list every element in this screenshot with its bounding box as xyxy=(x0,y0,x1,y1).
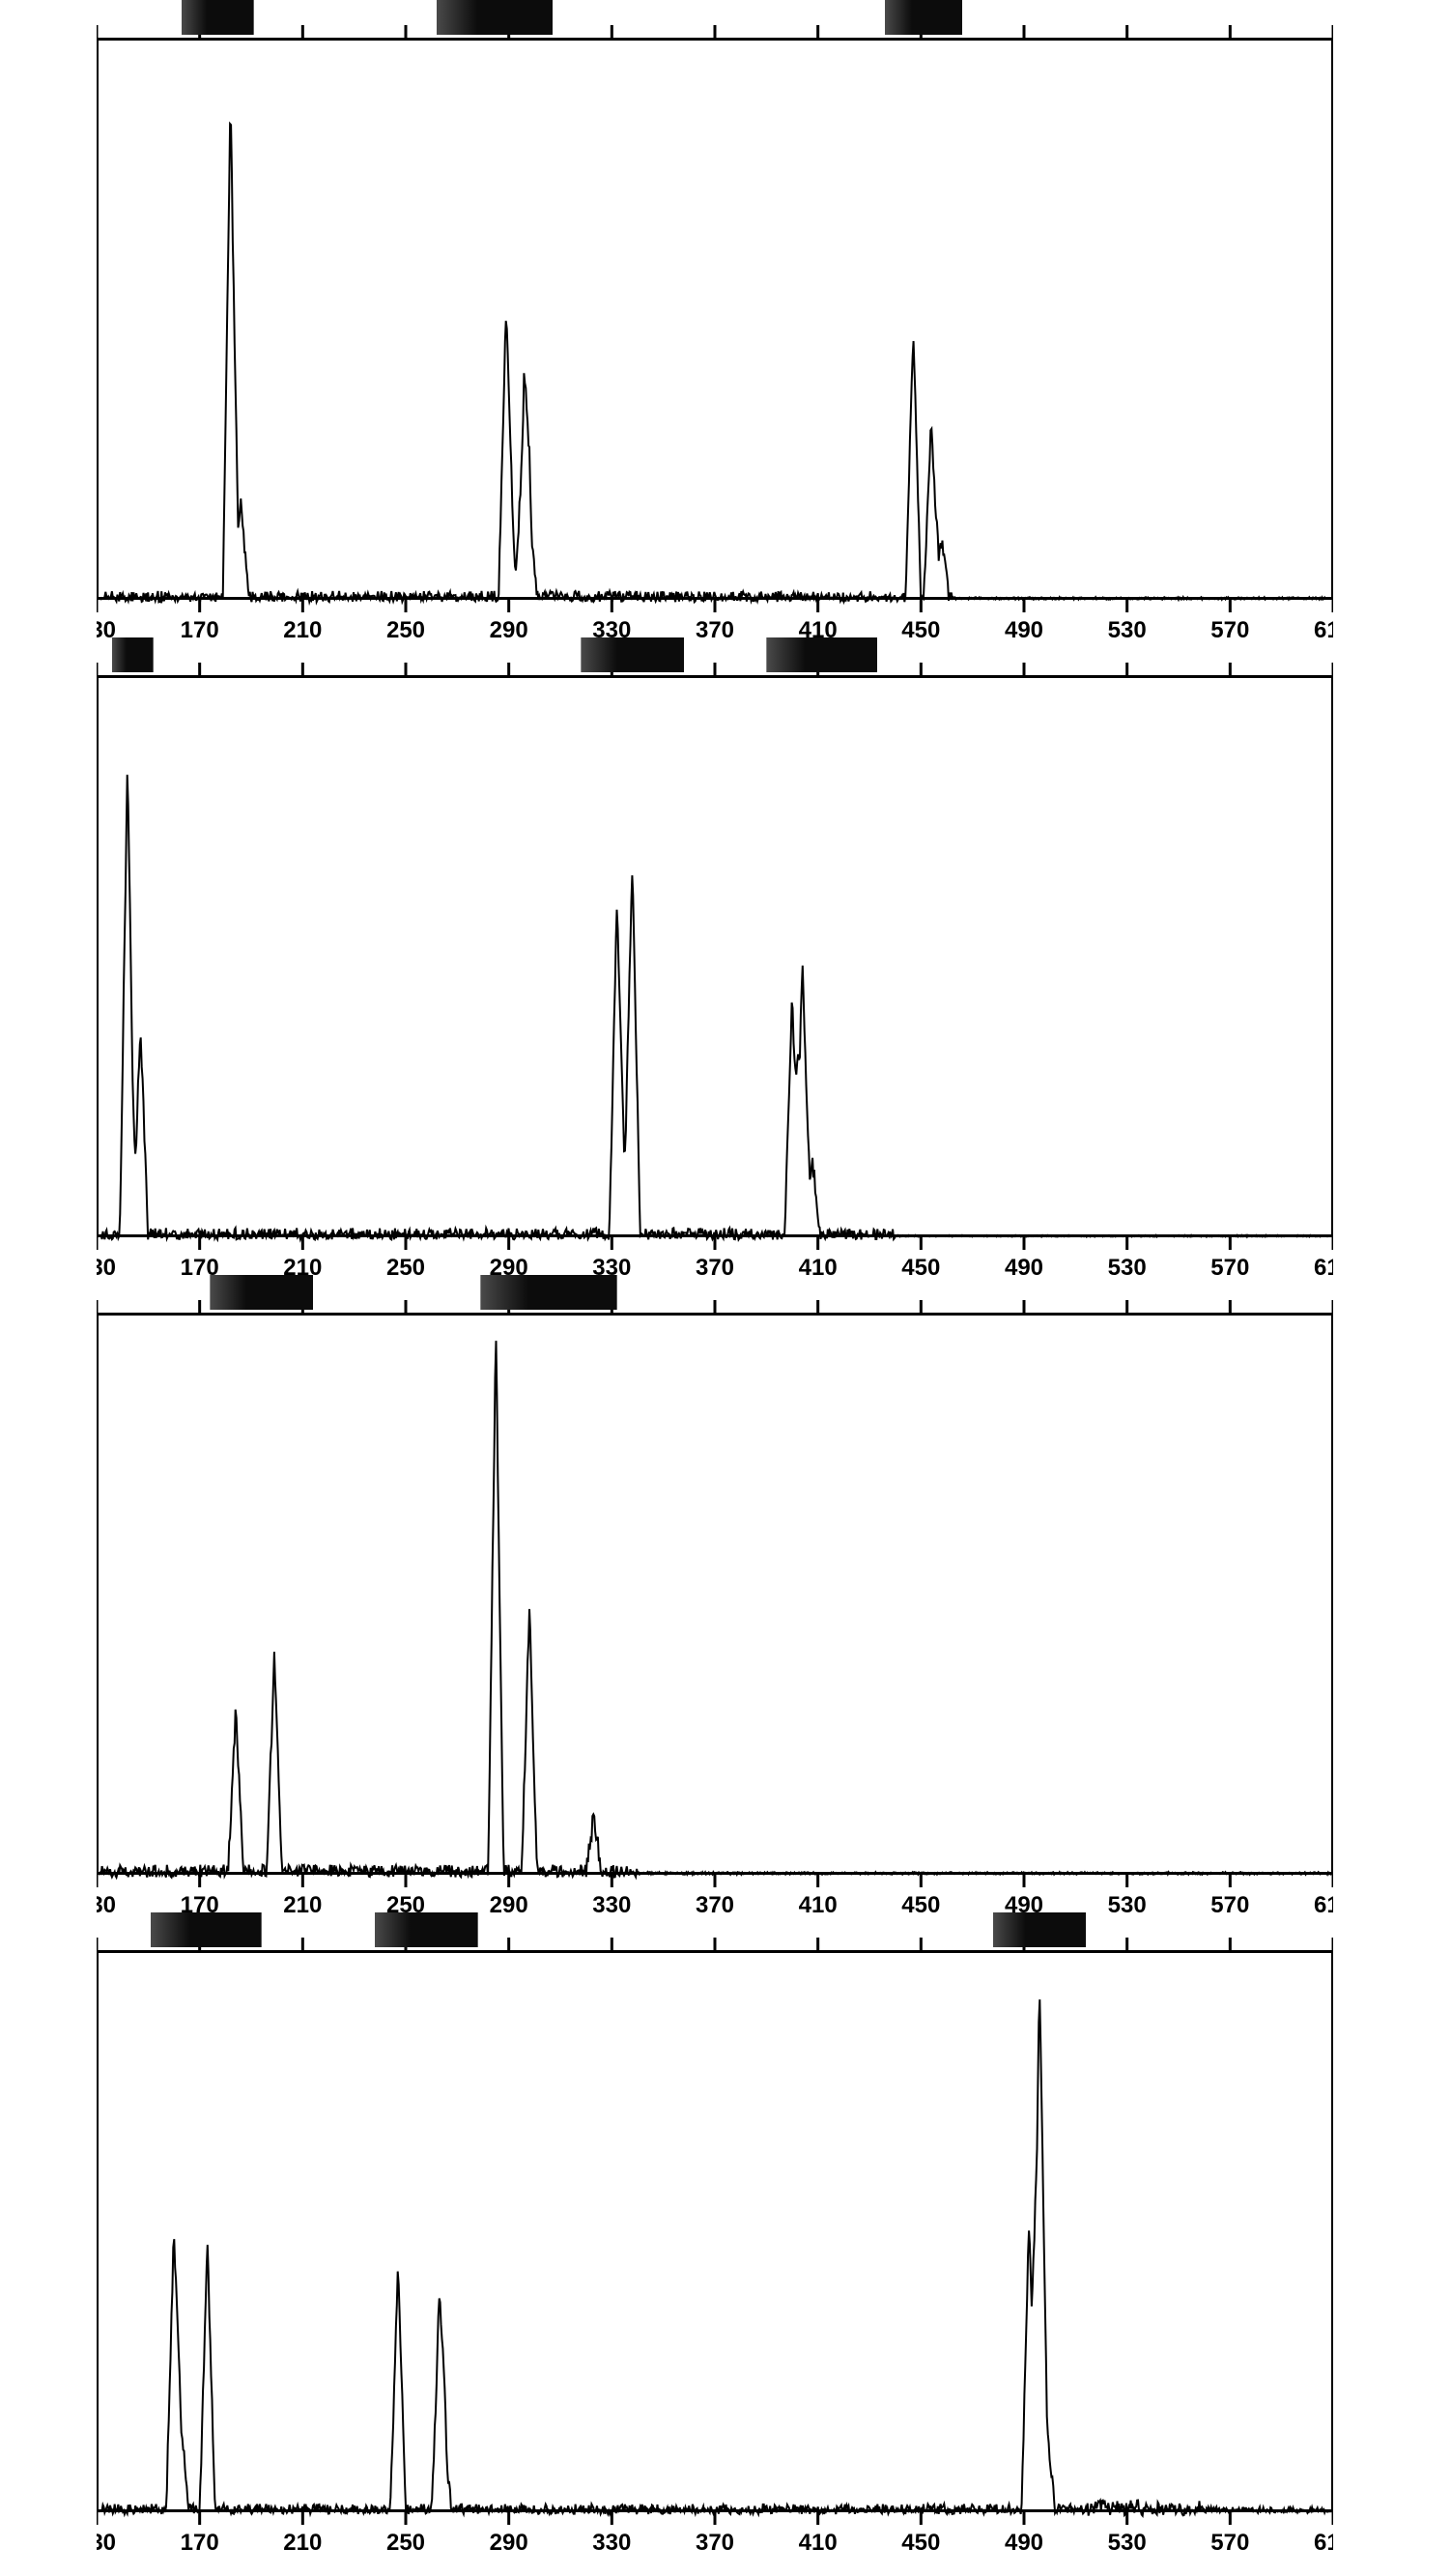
peak-label-box xyxy=(182,0,254,35)
x-tick-label: 410 xyxy=(799,2530,838,2556)
peak-label-box xyxy=(151,1912,262,1947)
plot-frame xyxy=(98,1952,1333,2511)
x-tick-label: 330 xyxy=(592,2530,631,2556)
x-tick-label: 450 xyxy=(901,2530,940,2556)
peak-label-box xyxy=(766,637,877,672)
peak-label-box xyxy=(210,1275,313,1310)
x-tick-label: 530 xyxy=(1108,2530,1147,2556)
x-tick-label: 490 xyxy=(1005,2530,1043,2556)
peak-label-box xyxy=(112,637,154,672)
spectrum-svg: 1301702102502903303704104504905305706100… xyxy=(97,1275,1333,1932)
peak-label-box xyxy=(375,1912,478,1947)
spectrum-panel: 1301702102502903303704104504905305706100… xyxy=(97,1275,1333,1932)
x-tick-label: 250 xyxy=(386,2530,425,2556)
spectrum-svg: 1301702102502903303704104504905305706100… xyxy=(97,0,1333,657)
spectrum-svg: 1301702102502903303704104504905305706100… xyxy=(97,1912,1333,2569)
spectrum-trace xyxy=(97,1999,1333,2515)
peak-label-box xyxy=(885,0,962,35)
plot-frame xyxy=(98,40,1333,599)
peak-label-box xyxy=(480,1275,616,1310)
spectrum-trace xyxy=(97,1341,1333,1878)
peak-label-box xyxy=(581,637,684,672)
spectrum-panel: 1301702102502903303704104504905305706100… xyxy=(97,637,1333,1294)
x-tick-label: 170 xyxy=(181,2530,219,2556)
x-tick-label: 290 xyxy=(490,2530,528,2556)
peak-label-box xyxy=(437,0,553,35)
spectrum-trace xyxy=(97,775,1333,1239)
x-tick-label: 210 xyxy=(283,2530,322,2556)
x-tick-label: 370 xyxy=(696,2530,734,2556)
peak-label-box xyxy=(993,1912,1086,1947)
x-tick-label: 570 xyxy=(1210,2530,1249,2556)
spectrum-trace xyxy=(97,124,1333,602)
plot-frame xyxy=(98,1315,1333,1874)
plot-frame xyxy=(98,677,1333,1236)
spectrum-svg: 1301702102502903303704104504905305706100… xyxy=(97,637,1333,1294)
spectrum-panel: 1301702102502903303704104504905305706100… xyxy=(97,1912,1333,2569)
x-tick-label: 610 xyxy=(1314,2530,1333,2556)
spectrum-panel: 1301702102502903303704104504905305706100… xyxy=(97,0,1333,657)
x-tick-label: 130 xyxy=(97,2530,116,2556)
spectra-page: 1301702102502903303704104504905305706100… xyxy=(0,0,1451,2576)
